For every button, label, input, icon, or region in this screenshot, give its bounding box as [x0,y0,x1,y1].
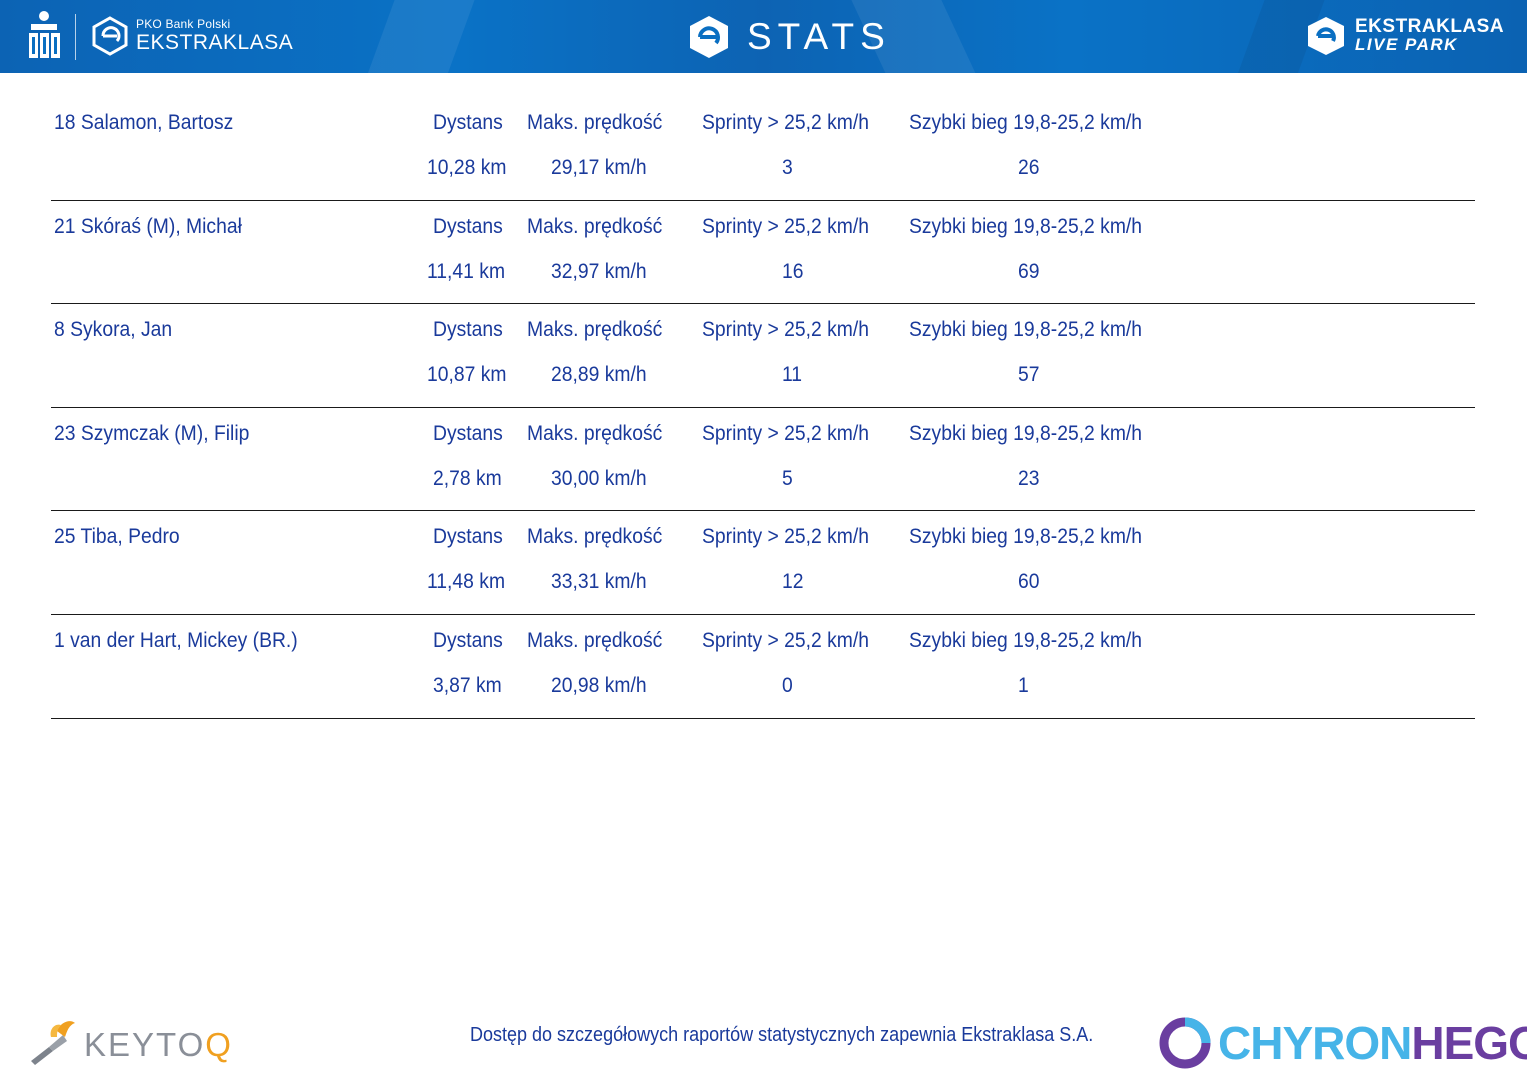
header-bar: PKO Bank Polski EKSTRAKLASA STATS EKSTRA… [0,0,1527,73]
distance-value: 11,48 km [427,570,506,594]
distance-label: Dystans [433,525,503,549]
distance-label: Dystans [433,318,503,342]
chyronhego-logo-icon [1159,1017,1211,1069]
ekstraklasa-badge-icon [92,16,128,56]
player-row: 1 van der Hart, Mickey (BR.) Dystans Mak… [51,615,1475,719]
sprints-label: Sprinty > 25,2 km/h [702,421,869,445]
distance-value: 10,28 km [427,156,507,179]
player-row: 25 Tiba, Pedro Dystans Maks. prędkość Sp… [51,511,1475,615]
distance-value: 10,87 km [427,363,507,387]
live-park-line2: LIVE PARK [1355,35,1458,54]
sprints-value: 16 [782,259,804,283]
sprints-label: Sprinty > 25,2 km/h [702,214,869,238]
fast-run-label: Szybki bieg 19,8-25,2 km/h [909,628,1143,652]
sprints-value: 5 [782,466,793,490]
max-speed-value: 30,00 km/h [551,466,647,490]
player-row: 21 Skóraś (M), Michał Dystans Maks. pręd… [51,201,1475,305]
sprints-label: Sprinty > 25,2 km/h [702,525,869,549]
player-name: 8 Sykora, Jan [54,318,173,342]
player-name: 1 van der Hart, Mickey (BR.) [54,628,298,652]
max-speed-label: Maks. prędkość [527,214,663,238]
fast-run-value: 26 [1018,156,1040,179]
max-speed-label: Maks. prędkość [527,525,663,549]
sprints-label: Sprinty > 25,2 km/h [702,111,869,134]
page-title: STATS [747,16,891,57]
fast-run-value: 23 [1018,466,1040,490]
distance-label: Dystans [433,421,503,445]
keytoq-logo-accent: Q [205,1026,233,1063]
sprints-value: 11 [782,363,803,387]
league-brand: PKO Bank Polski EKSTRAKLASA [136,17,294,55]
player-row: 18 Salamon, Bartosz Dystans Maks. prędko… [51,97,1475,201]
player-name: 23 Szymczak (M), Filip [54,421,250,445]
footer-note: Dostęp do szczegółowych raportów statyst… [470,1024,1094,1046]
max-speed-label: Maks. prędkość [527,628,663,652]
sponsor-name: PKO Bank Polski [136,17,231,31]
max-speed-value: 33,31 km/h [551,570,647,594]
fast-run-label: Szybki bieg 19,8-25,2 km/h [909,214,1143,238]
sprints-value: 0 [782,673,793,697]
player-name: 21 Skóraś (M), Michał [54,214,242,238]
distance-label: Dystans [433,111,503,134]
keytoq-logo-main: KEYTO [84,1026,206,1063]
max-speed-value: 29,17 km/h [551,156,647,179]
fast-run-value: 57 [1018,363,1040,387]
distance-label: Dystans [433,628,503,652]
max-speed-label: Maks. prędkość [527,318,663,342]
live-park-logo: EKSTRAKLASA LIVE PARK [1355,17,1504,54]
player-name: 25 Tiba, Pedro [54,525,180,549]
keytoq-logo-icon [31,1021,75,1065]
fast-run-label: Szybki bieg 19,8-25,2 km/h [909,421,1143,445]
fast-run-value: 60 [1018,570,1040,594]
live-park-line1: EKSTRAKLASA [1355,16,1505,37]
stats-badge-icon [690,16,728,58]
keytoq-logo: KEYTOQ [84,1025,233,1065]
pko-bank-logo-icon [29,11,60,58]
live-park-badge-icon [1308,17,1344,55]
player-stats-list: 18 Salamon, Bartosz Dystans Maks. prędko… [51,97,1475,719]
sprints-label: Sprinty > 25,2 km/h [702,628,869,652]
distance-label: Dystans [433,214,503,238]
distance-value: 3,87 km [433,673,502,697]
max-speed-value: 20,98 km/h [551,673,647,697]
player-row: 8 Sykora, Jan Dystans Maks. prędkość Spr… [51,304,1475,408]
sprints-label: Sprinty > 25,2 km/h [702,318,869,342]
player-name: 18 Salamon, Bartosz [54,111,234,134]
header-divider [75,14,76,60]
fast-run-label: Szybki bieg 19,8-25,2 km/h [909,525,1143,549]
distance-value: 11,41 km [427,259,506,283]
max-speed-label: Maks. prędkość [527,111,663,134]
chyronhego-part2: HEGO [1411,1017,1527,1069]
chyronhego-part1: CHYRON [1218,1017,1412,1069]
max-speed-value: 32,97 km/h [551,259,647,283]
chyronhego-logo: CHYRONHEGO [1218,1016,1527,1070]
fast-run-label: Szybki bieg 19,8-25,2 km/h [909,111,1143,134]
max-speed-value: 28,89 km/h [551,363,647,387]
sprints-value: 12 [782,570,804,594]
fast-run-label: Szybki bieg 19,8-25,2 km/h [909,318,1143,342]
distance-value: 2,78 km [433,466,502,490]
player-row: 23 Szymczak (M), Filip Dystans Maks. prę… [51,408,1475,512]
fast-run-value: 1 [1018,673,1029,697]
league-name: EKSTRAKLASA [136,31,294,54]
fast-run-value: 69 [1018,259,1040,283]
sprints-value: 3 [782,156,793,179]
max-speed-label: Maks. prędkość [527,421,663,445]
